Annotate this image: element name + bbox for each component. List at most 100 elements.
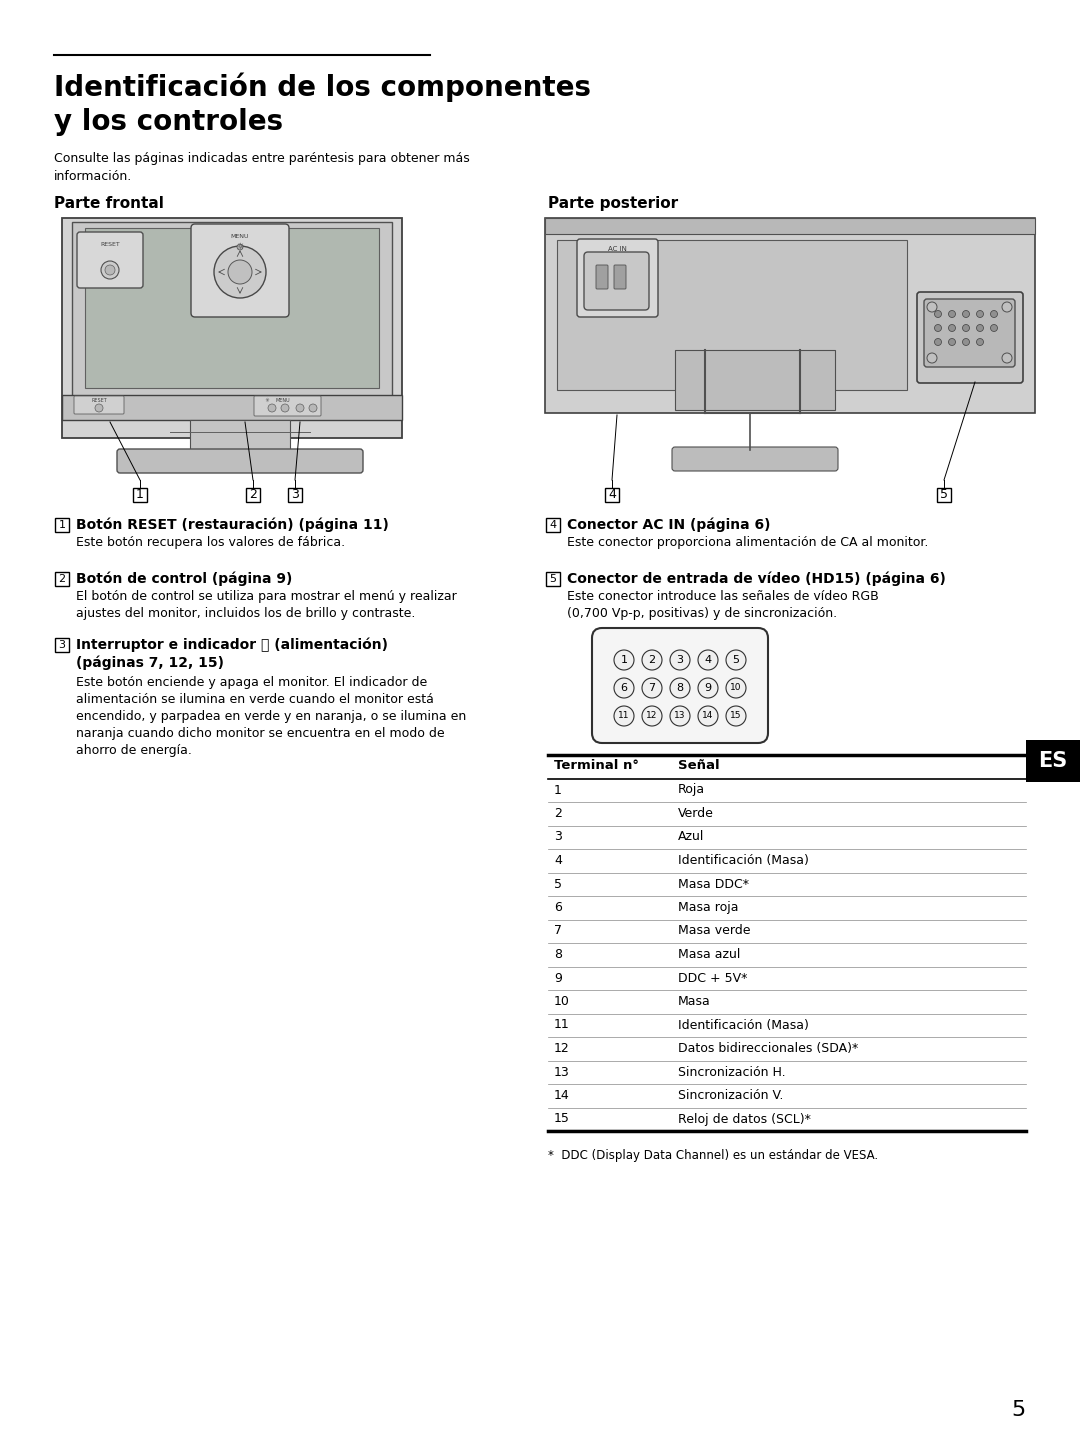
FancyBboxPatch shape <box>55 638 69 651</box>
FancyBboxPatch shape <box>605 488 619 501</box>
Text: 10: 10 <box>554 994 570 1009</box>
Text: Masa azul: Masa azul <box>678 948 741 961</box>
Text: Este conector proporciona alimentación de CA al monitor.: Este conector proporciona alimentación d… <box>567 536 929 549</box>
FancyBboxPatch shape <box>937 488 951 501</box>
Text: 4: 4 <box>550 520 556 530</box>
Text: Sincronización H.: Sincronización H. <box>678 1065 785 1078</box>
Text: Terminal n°: Terminal n° <box>554 759 639 772</box>
Text: Parte posterior: Parte posterior <box>548 196 678 210</box>
Circle shape <box>927 353 937 363</box>
Text: Masa roja: Masa roja <box>678 901 739 914</box>
Text: El botón de control se utiliza para mostrar el menú y realizar
ajustes del monit: El botón de control se utiliza para most… <box>76 589 457 620</box>
Text: 10: 10 <box>730 683 742 693</box>
Circle shape <box>268 403 276 412</box>
Circle shape <box>309 403 318 412</box>
Circle shape <box>642 679 662 697</box>
Text: DDC + 5V*: DDC + 5V* <box>678 971 747 984</box>
Circle shape <box>95 403 103 412</box>
Circle shape <box>990 310 998 317</box>
FancyBboxPatch shape <box>584 252 649 310</box>
Text: Botón de control (página 9): Botón de control (página 9) <box>76 572 293 586</box>
Text: 2: 2 <box>249 488 257 501</box>
Circle shape <box>1002 303 1012 313</box>
Text: 1: 1 <box>554 784 562 797</box>
Text: 12: 12 <box>554 1042 570 1055</box>
Text: ES: ES <box>1038 751 1068 771</box>
Text: 2: 2 <box>648 656 656 664</box>
Text: 7: 7 <box>554 925 562 938</box>
FancyBboxPatch shape <box>190 419 291 455</box>
Circle shape <box>615 650 634 670</box>
Circle shape <box>670 650 690 670</box>
Circle shape <box>214 246 266 298</box>
Text: 6: 6 <box>554 901 562 914</box>
Circle shape <box>726 650 746 670</box>
Circle shape <box>670 706 690 726</box>
Text: 5: 5 <box>1012 1401 1026 1419</box>
Text: 3: 3 <box>292 488 299 501</box>
Circle shape <box>927 303 937 313</box>
Text: 11: 11 <box>618 712 630 720</box>
Text: 5: 5 <box>550 574 556 584</box>
Text: Este botón recupera los valores de fábrica.: Este botón recupera los valores de fábri… <box>76 536 346 549</box>
FancyBboxPatch shape <box>254 396 321 416</box>
Circle shape <box>105 265 114 275</box>
FancyBboxPatch shape <box>596 265 608 290</box>
Text: 4: 4 <box>704 656 712 664</box>
Text: Masa DDC*: Masa DDC* <box>678 878 750 891</box>
Text: Consulte las páginas indicadas entre paréntesis para obtener más
información.: Consulte las páginas indicadas entre par… <box>54 151 470 183</box>
Circle shape <box>948 339 956 346</box>
Circle shape <box>934 324 942 331</box>
Text: Este conector introduce las señales de vídeo RGB
(0,700 Vp-p, positivas) y de si: Este conector introduce las señales de v… <box>567 589 879 620</box>
Text: Botón RESET (restauración) (página 11): Botón RESET (restauración) (página 11) <box>76 517 389 533</box>
Text: 7: 7 <box>648 683 656 693</box>
Text: 13: 13 <box>674 712 686 720</box>
FancyBboxPatch shape <box>545 218 1035 414</box>
FancyBboxPatch shape <box>924 298 1015 367</box>
Text: Reloj de datos (SCL)*: Reloj de datos (SCL)* <box>678 1112 811 1125</box>
FancyBboxPatch shape <box>672 447 838 471</box>
Text: RESET: RESET <box>100 242 120 246</box>
Text: Identificación (Masa): Identificación (Masa) <box>678 855 809 867</box>
Circle shape <box>948 324 956 331</box>
Text: Identificación (Masa): Identificación (Masa) <box>678 1019 809 1032</box>
Circle shape <box>642 706 662 726</box>
FancyBboxPatch shape <box>55 517 69 532</box>
FancyBboxPatch shape <box>1026 741 1080 782</box>
Text: Conector de entrada de vídeo (HD15) (página 6): Conector de entrada de vídeo (HD15) (pág… <box>567 572 946 586</box>
Circle shape <box>726 706 746 726</box>
Text: 1: 1 <box>58 520 66 530</box>
Text: 11: 11 <box>554 1019 570 1032</box>
Circle shape <box>934 310 942 317</box>
Text: 6: 6 <box>621 683 627 693</box>
Circle shape <box>962 324 970 331</box>
Text: 5: 5 <box>732 656 740 664</box>
Text: 5: 5 <box>940 488 948 501</box>
Circle shape <box>642 650 662 670</box>
Text: Sincronización V.: Sincronización V. <box>678 1089 783 1102</box>
FancyBboxPatch shape <box>133 488 147 501</box>
FancyBboxPatch shape <box>557 241 907 391</box>
Text: ☼: ☼ <box>237 242 244 251</box>
Circle shape <box>698 679 718 697</box>
Circle shape <box>228 259 252 284</box>
Text: Masa: Masa <box>678 994 711 1009</box>
Text: 15: 15 <box>554 1112 570 1125</box>
Circle shape <box>976 310 984 317</box>
FancyBboxPatch shape <box>675 350 835 411</box>
Text: Conector AC IN (página 6): Conector AC IN (página 6) <box>567 517 770 533</box>
FancyBboxPatch shape <box>546 572 561 586</box>
FancyBboxPatch shape <box>62 395 402 419</box>
FancyBboxPatch shape <box>62 218 402 438</box>
Text: 3: 3 <box>58 640 66 650</box>
Text: (páginas 7, 12, 15): (páginas 7, 12, 15) <box>76 656 224 670</box>
FancyBboxPatch shape <box>75 396 124 414</box>
Text: MENU: MENU <box>275 398 289 403</box>
FancyBboxPatch shape <box>546 517 561 532</box>
Text: 1: 1 <box>621 656 627 664</box>
Text: 5: 5 <box>554 878 562 891</box>
Circle shape <box>296 403 303 412</box>
FancyBboxPatch shape <box>592 628 768 744</box>
FancyBboxPatch shape <box>288 488 302 501</box>
Text: 3: 3 <box>554 830 562 843</box>
